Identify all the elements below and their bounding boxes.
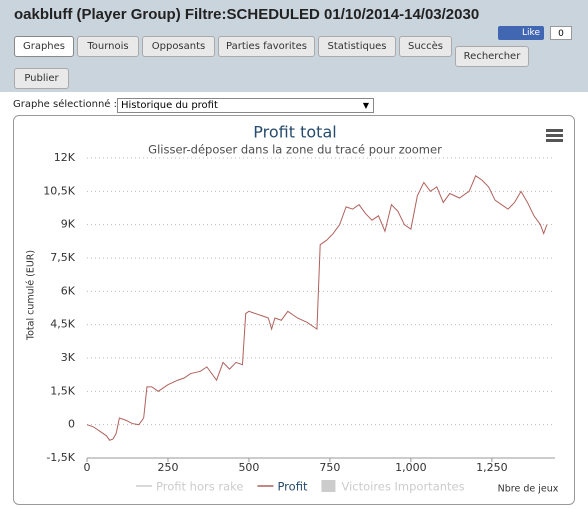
y-tick-label: -1,5K	[46, 451, 75, 464]
tab[interactable]: Parties favorites	[218, 36, 315, 57]
chart-panel	[13, 115, 575, 505]
y-tick-label: 3K	[61, 351, 76, 364]
x-axis-label: Nbre de jeux	[498, 484, 559, 495]
tab[interactable]: Graphes	[14, 36, 74, 57]
tab[interactable]: Succès	[399, 36, 452, 57]
like-count: 0	[550, 26, 572, 40]
tab[interactable]: Tournois	[77, 36, 139, 57]
legend-swatch	[321, 480, 336, 492]
dropdown-arrow: ▼	[362, 101, 369, 110]
y-tick-label: 7,5K	[50, 251, 75, 264]
dropdown[interactable]: Historique du profit ▼	[117, 98, 374, 113]
y-tick-label: 10,5K	[43, 184, 75, 197]
selector-label: Graphe sélectionné :	[13, 99, 117, 110]
tab[interactable]: Publier	[14, 68, 69, 89]
y-tick-label: 12K	[54, 151, 76, 164]
tab[interactable]: Statistiques	[318, 36, 396, 57]
y-tick-label: 4,5K	[50, 318, 75, 331]
like-button[interactable]: Like	[498, 26, 544, 40]
legend-item[interactable]: Victoires Importantes	[341, 480, 464, 494]
header: oakbluff (Player Group) Filtre:SCHEDULED…	[0, 0, 588, 92]
page-title: oakbluff (Player Group) Filtre:SCHEDULED…	[14, 6, 480, 23]
dropdown-value: Historique du profit	[121, 100, 218, 111]
x-tick-label: 1,250	[476, 461, 508, 474]
y-tick-label: 6K	[61, 284, 76, 297]
x-tick-label: 750	[319, 461, 340, 474]
x-tick-label: 250	[157, 461, 178, 474]
y-tick-label: 0	[68, 418, 75, 431]
y-tick-label: 1,5K	[50, 384, 75, 397]
tab[interactable]: Opposants	[142, 36, 215, 57]
menu-icon[interactable]	[546, 129, 563, 142]
chart-title: Profit total	[253, 123, 336, 142]
y-tick-label: 9K	[61, 218, 76, 231]
x-tick-label: 1,000	[395, 461, 427, 474]
legend-item[interactable]: Profit	[277, 480, 307, 494]
button[interactable]: Rechercher	[455, 46, 529, 67]
x-tick-label: 500	[238, 461, 259, 474]
y-axis-label: Total cumulé (EUR)	[26, 250, 37, 341]
x-tick-label: 0	[84, 461, 91, 474]
profit-line	[86, 175, 548, 441]
legend-item[interactable]: Profit hors rake	[156, 480, 243, 494]
chart-subtitle: Glisser-déposer dans la zone du tracé po…	[148, 143, 442, 157]
